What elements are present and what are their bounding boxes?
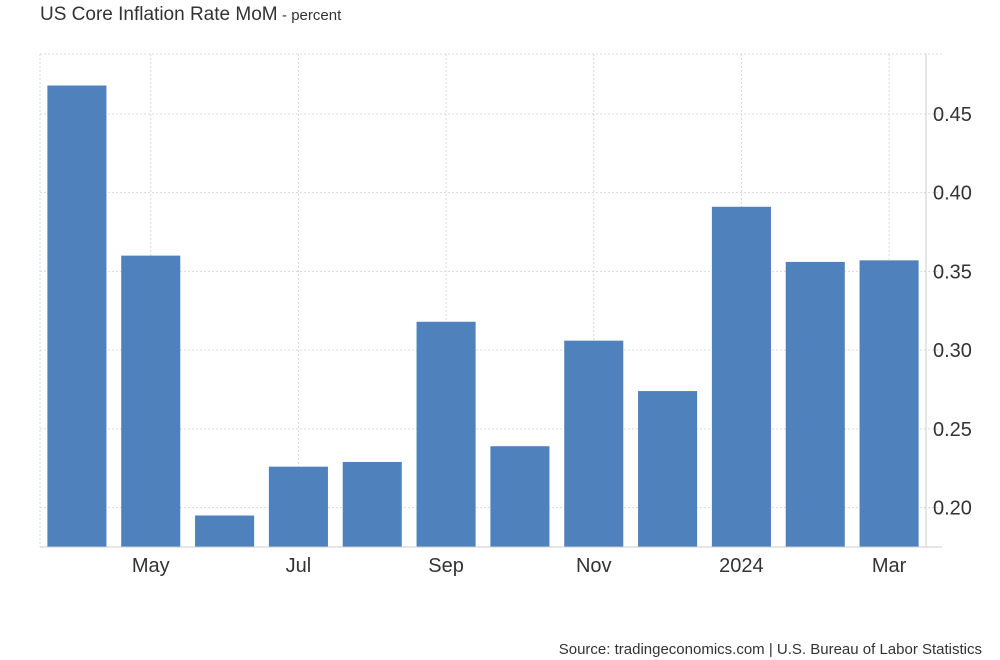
x-tick-label: 2024	[719, 555, 764, 577]
bar	[859, 260, 919, 547]
x-tick-label: May	[132, 555, 170, 577]
chart-unit-label: - percent	[282, 7, 342, 24]
y-tick-label: 0.35	[933, 261, 972, 283]
bars	[47, 85, 919, 548]
x-tick-label: Mar	[872, 555, 907, 577]
y-tick-label: 0.45	[933, 104, 972, 126]
bar	[490, 446, 550, 547]
bar	[564, 340, 624, 547]
y-tick-label: 0.30	[933, 340, 972, 362]
bar	[121, 255, 181, 547]
bar	[638, 391, 698, 547]
bar	[416, 321, 476, 547]
chart-title: US Core Inflation Rate MoM	[40, 4, 278, 25]
bar	[268, 466, 328, 547]
bar	[47, 85, 107, 548]
bar	[711, 206, 771, 547]
y-tick-label: 0.25	[933, 419, 972, 441]
y-tick-label: 0.40	[933, 183, 972, 205]
tick-labels: 0.20 0.25 0.30 0.35 0.40 0.45 May Jul Sep Nov 2024…	[132, 104, 972, 577]
x-tick-label: Nov	[576, 555, 612, 577]
x-tick-label: Jul	[286, 555, 312, 577]
bar	[195, 515, 255, 547]
y-tick-label: 0.20	[933, 498, 972, 520]
chart-header: US Core Inflation Rate MoM - percent	[40, 4, 341, 26]
source-note: Source: tradingeconomics.com | U.S. Bure…	[558, 641, 982, 658]
bar	[342, 461, 402, 547]
x-tick-label: Sep	[428, 555, 464, 577]
bar	[785, 261, 845, 547]
axes	[40, 54, 942, 548]
